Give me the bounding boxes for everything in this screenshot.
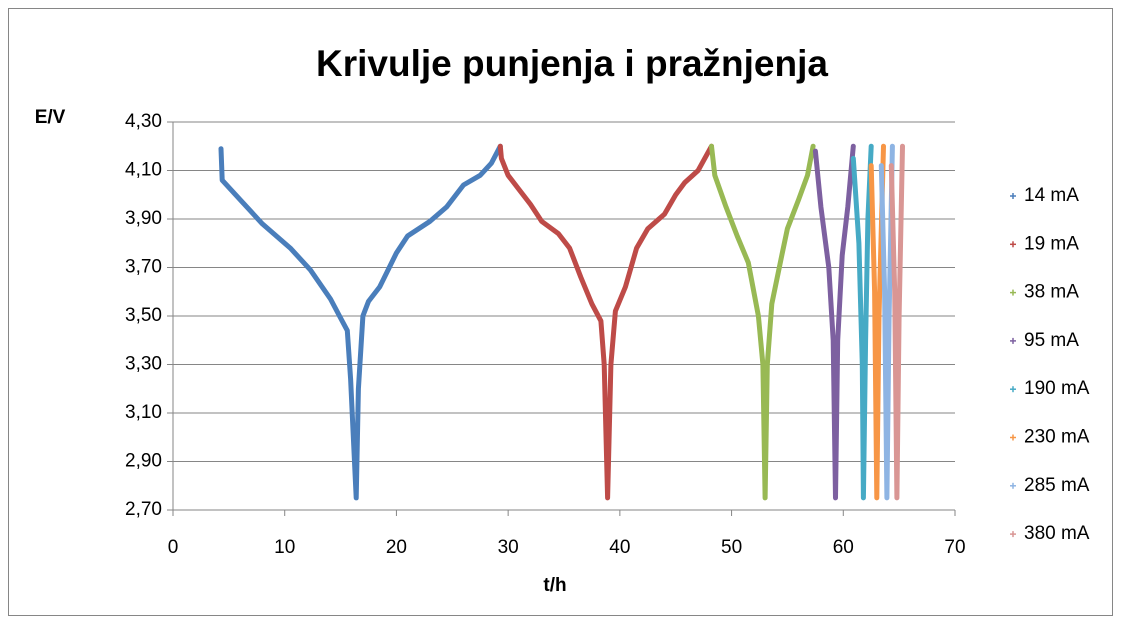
x-tick-label: 0	[168, 537, 179, 558]
legend-label: 230 mA	[1024, 427, 1090, 448]
y-tick-label: 2,90	[125, 451, 162, 472]
y-tick-label: 2,70	[125, 499, 162, 520]
legend-label: 14 mA	[1024, 185, 1079, 206]
chart-title: Krivulje punjenja i pražnjenja	[316, 43, 828, 84]
series-line	[812, 143, 856, 501]
y-tick-label: 3,90	[125, 208, 162, 229]
x-tick-label: 70	[944, 537, 965, 558]
x-tick-label: 50	[721, 537, 742, 558]
legend-label: 380 mA	[1024, 523, 1090, 544]
y-tick-label: 3,30	[125, 354, 162, 375]
legend-label: 285 mA	[1024, 475, 1090, 496]
series-line	[850, 143, 874, 501]
y-tick-label: 3,10	[125, 402, 162, 423]
series-line	[878, 143, 895, 501]
y-tick-label: 4,30	[125, 111, 162, 132]
x-tick-label: 10	[274, 537, 295, 558]
legend-label: 95 mA	[1024, 330, 1079, 351]
y-axis-label: E/V	[35, 107, 66, 128]
series-line	[218, 143, 503, 501]
y-tick-label: 3,70	[125, 257, 162, 278]
x-tick-label: 60	[833, 537, 854, 558]
series-line	[868, 143, 886, 501]
chart-border	[8, 8, 1113, 616]
legend-label: 19 mA	[1024, 233, 1079, 254]
x-axis-label: t/h	[543, 575, 566, 596]
x-tick-label: 30	[498, 537, 519, 558]
x-tick-label: 20	[386, 537, 407, 558]
legend-label: 190 mA	[1024, 378, 1090, 399]
y-tick-label: 3,50	[125, 305, 162, 326]
series-line	[497, 143, 714, 501]
series-line	[709, 143, 816, 501]
y-tick-label: 4,10	[125, 160, 162, 181]
x-tick-label: 40	[609, 537, 630, 558]
legend-label: 38 mA	[1024, 282, 1079, 303]
series-line	[888, 143, 905, 501]
